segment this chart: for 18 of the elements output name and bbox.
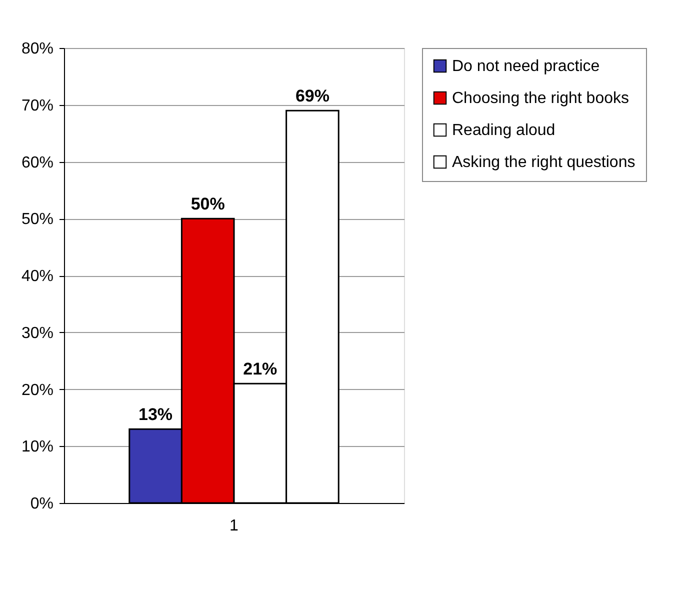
legend-label: Do not need practice xyxy=(452,58,600,75)
x-tick-label: 1 xyxy=(230,518,239,534)
legend-label: Reading aloud xyxy=(452,122,556,139)
legend-label: Choosing the right books xyxy=(452,90,629,107)
y-tick-label: 80% xyxy=(21,40,54,58)
data-label: 13% xyxy=(138,405,173,424)
y-tick-label: 10% xyxy=(21,438,54,456)
data-label: 50% xyxy=(190,194,225,214)
data-label: 21% xyxy=(243,360,278,379)
y-tick-label: 50% xyxy=(21,211,54,228)
data-label: 69% xyxy=(295,86,330,106)
y-tick-label: 30% xyxy=(21,324,54,342)
y-tick-label: 0% xyxy=(30,496,54,512)
y-tick-label: 60% xyxy=(21,154,54,172)
y-tick-label: 40% xyxy=(21,268,54,285)
y-tick-label: 70% xyxy=(21,97,54,114)
y-tick-label: 20% xyxy=(21,382,54,399)
legend-label: Asking the right questions xyxy=(452,154,636,171)
